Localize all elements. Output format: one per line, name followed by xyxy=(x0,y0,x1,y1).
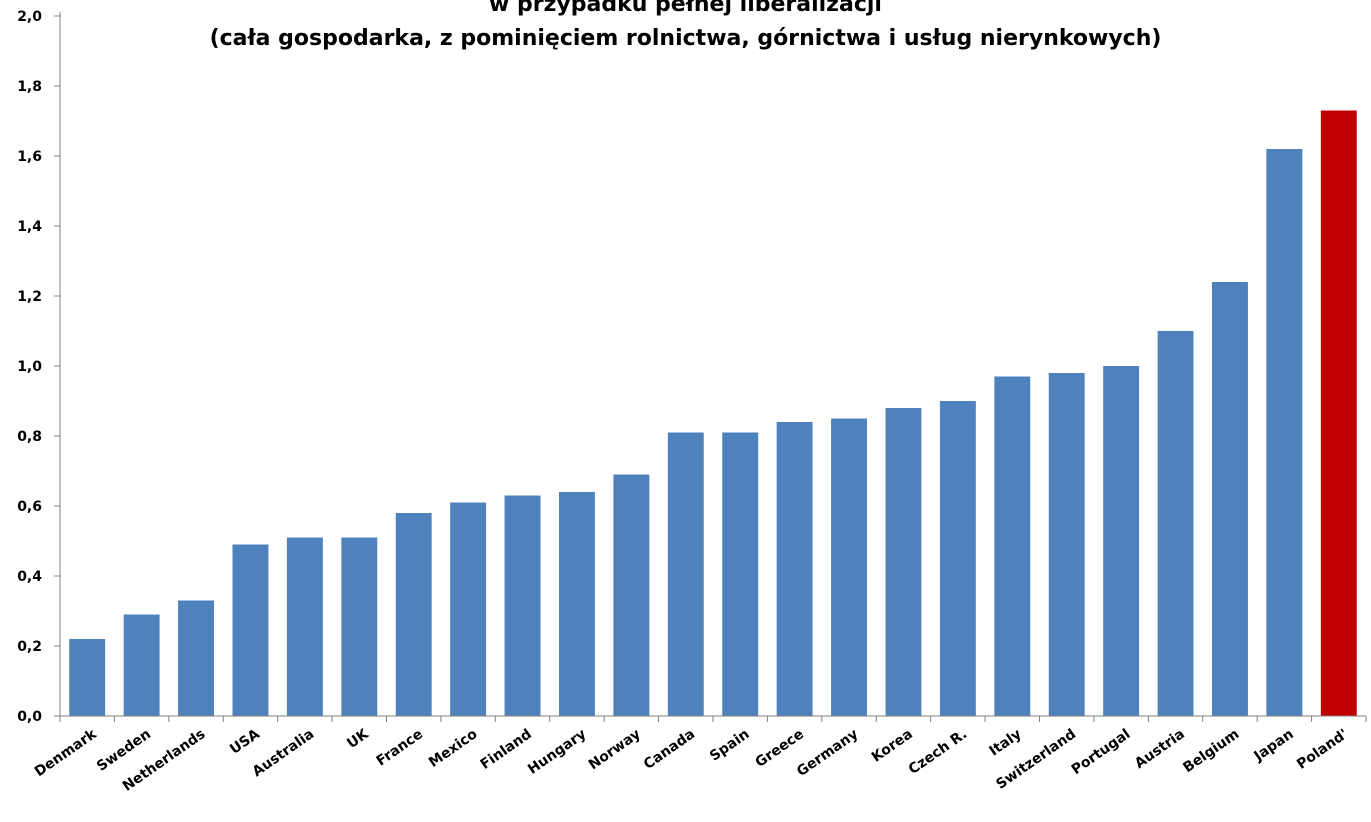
bar-mexico xyxy=(450,502,487,716)
bar-netherlands xyxy=(178,600,214,716)
bar-norway xyxy=(613,474,650,716)
x-tick-label: Norway xyxy=(586,726,644,773)
bar-korea xyxy=(885,408,922,716)
x-tick-label: Japan xyxy=(1251,726,1297,765)
y-tick-label: 1,8 xyxy=(17,79,42,95)
bar-switzerland xyxy=(1048,373,1085,716)
y-tick-label: 0,2 xyxy=(17,639,42,655)
bar-usa xyxy=(232,544,269,716)
bar-italy xyxy=(994,376,1031,716)
x-tick-label: Belgium xyxy=(1180,726,1242,776)
x-tick-label: Portugal xyxy=(1069,726,1134,778)
bar-poland xyxy=(1320,110,1357,716)
x-tick-label: Australia xyxy=(250,726,318,780)
x-tick-label: Germany xyxy=(794,726,861,780)
bar-austria xyxy=(1157,331,1194,716)
y-tick-label: 1,4 xyxy=(17,219,42,235)
bar-uk xyxy=(341,537,378,716)
bar-czech-r xyxy=(939,401,976,716)
bar-australia xyxy=(286,537,323,716)
y-tick-label: 0,4 xyxy=(17,569,42,585)
chart-title-line-1: w przypadku pełnej liberalizacji xyxy=(489,0,882,17)
bar-portugal xyxy=(1103,366,1140,716)
x-tick-label: Poland' xyxy=(1294,726,1351,773)
y-tick-label: 0,0 xyxy=(17,709,42,725)
bar-france xyxy=(395,513,432,716)
x-tick-label: Austria xyxy=(1132,726,1188,772)
x-tick-label: Denmark xyxy=(32,726,100,780)
bar-germany xyxy=(831,418,867,716)
y-tick-label: 2,0 xyxy=(17,9,42,25)
x-tick-label: USA xyxy=(227,726,263,758)
y-tick-label: 0,6 xyxy=(17,499,42,515)
y-tick-label: 1,2 xyxy=(17,289,42,305)
x-tick-label: France xyxy=(374,726,426,769)
chart-title: w przypadku pełnej liberalizacji (cała g… xyxy=(0,0,1371,56)
bar-denmark xyxy=(69,639,106,716)
x-tick-label: Hungary xyxy=(525,726,589,778)
y-tick-label: 1,0 xyxy=(17,359,42,375)
chart-title-line-2: (cała gospodarka, z pominięciem rolnictw… xyxy=(209,26,1162,51)
y-tick-label: 0,8 xyxy=(17,429,42,445)
bar-greece xyxy=(776,422,813,716)
bar-canada xyxy=(667,432,704,716)
x-tick-label: UK xyxy=(344,726,372,753)
bar-sweden xyxy=(123,614,160,716)
x-tick-label: Italy xyxy=(987,726,1025,759)
bar-finland xyxy=(504,495,541,716)
bar-japan xyxy=(1266,149,1303,716)
x-tick-label: Mexico xyxy=(426,726,481,771)
x-tick-label: Korea xyxy=(869,726,916,766)
x-tick-label: Czech R. xyxy=(906,726,970,778)
bar-belgium xyxy=(1212,282,1248,716)
bar-hungary xyxy=(559,492,595,716)
x-tick-label: Spain xyxy=(707,726,752,765)
x-tick-label: Canada xyxy=(641,726,698,773)
y-tick-label: 1,6 xyxy=(17,149,42,165)
bar-spain xyxy=(722,432,759,716)
